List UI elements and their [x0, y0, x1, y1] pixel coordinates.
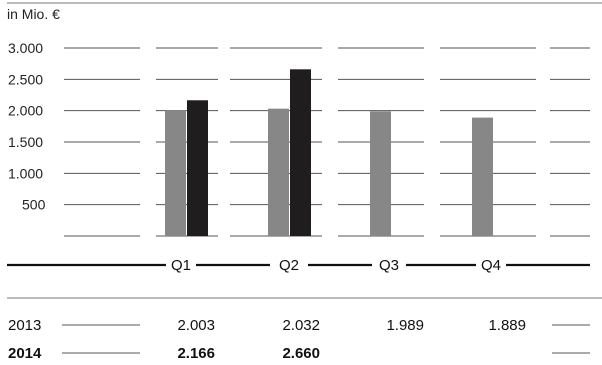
data-label-2013-Q4: 1.889	[488, 317, 526, 334]
category-label-Q2: Q2	[279, 257, 299, 274]
y-tick-label: 500	[22, 197, 46, 213]
data-label-2013-Q3: 1.989	[386, 317, 424, 334]
y-tick-label: 1.500	[8, 134, 43, 150]
category-label-Q4: Q4	[481, 257, 501, 274]
y-tick-label: 2.000	[8, 103, 43, 119]
bar-2014-Q1	[187, 100, 208, 236]
row-label-2014: 2014	[8, 345, 42, 362]
bar-2013-Q4	[472, 117, 493, 236]
data-label-2014-Q1: 2.166	[177, 345, 215, 362]
data-label-2014-Q2: 2.660	[282, 345, 320, 362]
category-label-Q3: Q3	[379, 257, 399, 274]
category-label-Q1: Q1	[171, 257, 191, 274]
bar-2013-Q3	[370, 111, 391, 236]
bar-2013-Q2	[268, 108, 289, 236]
bar-2014-Q2	[290, 69, 311, 236]
y-tick-label: 3.000	[8, 40, 43, 56]
data-label-2013-Q1: 2.003	[177, 317, 215, 334]
y-tick-label: 2.500	[8, 71, 43, 87]
row-label-2013: 2013	[8, 317, 41, 334]
unit-label: in Mio. €	[7, 6, 60, 22]
bar-2013-Q1	[165, 110, 186, 236]
y-tick-label: 1.000	[8, 165, 43, 181]
data-label-2013-Q2: 2.032	[282, 317, 320, 334]
